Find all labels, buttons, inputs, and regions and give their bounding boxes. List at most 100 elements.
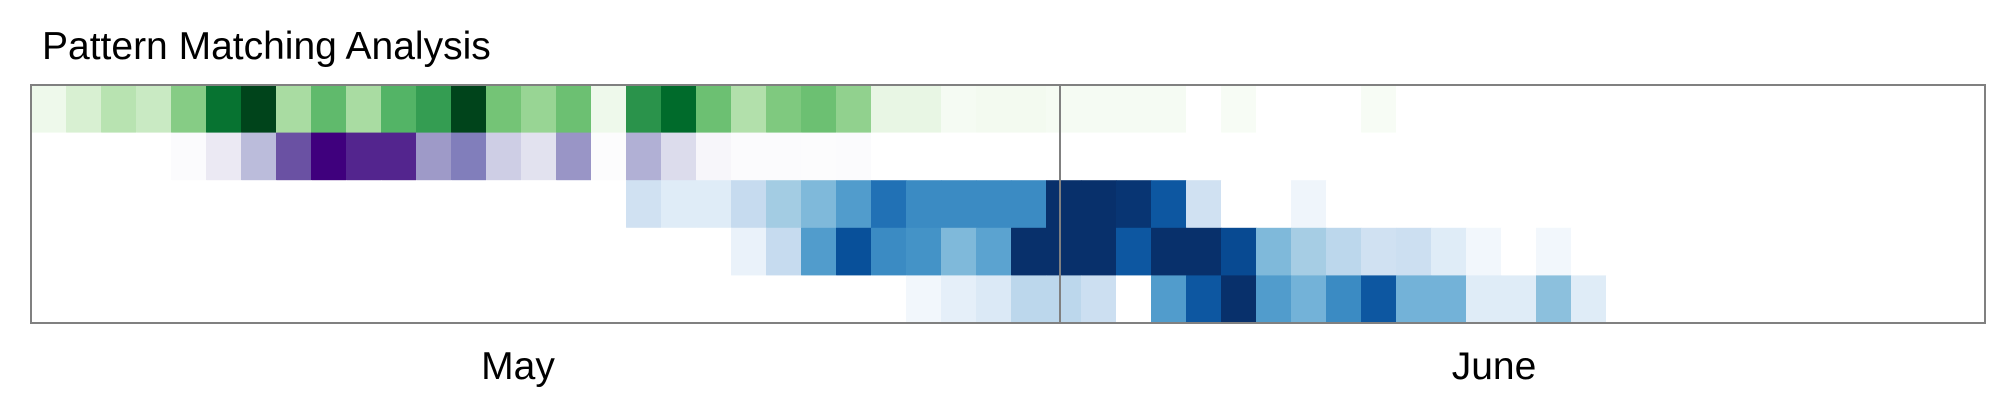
heatmap-cell — [346, 227, 382, 276]
heatmap-cell — [1256, 275, 1292, 324]
heatmap-cell — [1711, 227, 1747, 276]
heatmap-cell — [696, 132, 732, 181]
heatmap-cell — [1291, 275, 1327, 324]
heatmap-cell — [416, 85, 452, 134]
heatmap-cell — [1466, 85, 1502, 134]
heatmap-cell — [941, 275, 977, 324]
heatmap-cell — [276, 227, 312, 276]
heatmap-cell — [241, 227, 277, 276]
heatmap-cell — [1606, 275, 1642, 324]
heatmap-cell — [1536, 180, 1572, 229]
heatmap-cell — [381, 85, 417, 134]
heatmap-cell — [1431, 275, 1467, 324]
heatmap-cell — [556, 227, 592, 276]
heatmap-cell — [1326, 132, 1362, 181]
heatmap-cell — [1781, 85, 1817, 134]
heatmap-cell — [486, 227, 522, 276]
heatmap-cell — [1781, 180, 1817, 229]
heatmap-cell — [1921, 85, 1957, 134]
heatmap-cell — [451, 180, 487, 229]
heatmap-cell — [1081, 85, 1117, 134]
heatmap-cell — [591, 180, 627, 229]
heatmap-cell — [976, 132, 1012, 181]
heatmap-cell — [206, 227, 242, 276]
heatmap-cell — [1151, 275, 1187, 324]
heatmap-cell — [1326, 85, 1362, 134]
heatmap-cell — [31, 227, 67, 276]
heatmap-cell — [626, 227, 662, 276]
heatmap-cell — [626, 275, 662, 324]
heatmap-cell — [346, 275, 382, 324]
heatmap-cell — [1431, 132, 1467, 181]
heatmap-cell — [731, 227, 767, 276]
heatmap-cell — [1151, 180, 1187, 229]
heatmap-cell — [1221, 85, 1257, 134]
heatmap-cell — [66, 227, 102, 276]
chart-title: Pattern Matching Analysis — [42, 25, 491, 68]
heatmap-cell — [1816, 132, 1852, 181]
heatmap-cell — [1011, 227, 1047, 276]
heatmap-cell — [941, 85, 977, 134]
heatmap-cell — [1851, 85, 1887, 134]
heatmap-cell — [416, 132, 452, 181]
heatmap-cell — [311, 227, 347, 276]
heatmap-cell — [241, 180, 277, 229]
heatmap-cell — [1536, 227, 1572, 276]
heatmap-cell — [1641, 85, 1677, 134]
heatmap-cell — [276, 85, 312, 134]
heatmap-cell — [1396, 180, 1432, 229]
heatmap-cell — [871, 180, 907, 229]
heatmap-cell — [976, 227, 1012, 276]
heatmap-cell — [1851, 132, 1887, 181]
heatmap-cell — [1676, 180, 1712, 229]
heatmap-cell — [136, 275, 172, 324]
heatmap-cell — [1081, 132, 1117, 181]
heatmap-cell — [1361, 180, 1397, 229]
heatmap-cell — [731, 180, 767, 229]
heatmap-cell — [1956, 275, 1986, 324]
heatmap-cell — [1361, 275, 1397, 324]
heatmap-cell — [206, 85, 242, 134]
heatmap-cell — [521, 132, 557, 181]
heatmap-cell — [1641, 132, 1677, 181]
heatmap-cell — [101, 132, 137, 181]
heatmap-cell — [66, 132, 102, 181]
heatmap-cell — [451, 227, 487, 276]
heatmap-cell — [1501, 180, 1537, 229]
heatmap-cell — [1186, 275, 1222, 324]
heatmap-cell — [1466, 132, 1502, 181]
heatmap-cell — [66, 85, 102, 134]
heatmap-cell — [31, 85, 67, 134]
heatmap-cell — [381, 275, 417, 324]
heatmap-cell — [311, 85, 347, 134]
heatmap-cell — [1291, 85, 1327, 134]
heatmap-cell — [1361, 85, 1397, 134]
heatmap-cell — [416, 275, 452, 324]
heatmap-cell — [276, 180, 312, 229]
heatmap-cell — [1396, 132, 1432, 181]
heatmap-cell — [591, 275, 627, 324]
heatmap-cell — [731, 132, 767, 181]
heatmap-cell — [1361, 132, 1397, 181]
heatmap-cell — [731, 275, 767, 324]
heatmap-cell — [451, 85, 487, 134]
heatmap-cell — [1816, 275, 1852, 324]
heatmap-cell — [731, 85, 767, 134]
heatmap-cell — [1956, 180, 1986, 229]
heatmap-cell — [1641, 180, 1677, 229]
heatmap-cell — [1746, 132, 1782, 181]
heatmap-cell — [101, 180, 137, 229]
heatmap-cell — [1081, 180, 1117, 229]
heatmap-cell — [1396, 227, 1432, 276]
heatmap-cell — [486, 180, 522, 229]
heatmap-cell — [871, 132, 907, 181]
heatmap-cell — [1886, 132, 1922, 181]
heatmap-cell — [1221, 132, 1257, 181]
heatmap-cell — [1711, 180, 1747, 229]
heatmap-cell — [276, 132, 312, 181]
heatmap-cell — [556, 132, 592, 181]
heatmap-cell — [1081, 275, 1117, 324]
heatmap-cell — [626, 180, 662, 229]
heatmap-cell — [1676, 275, 1712, 324]
heatmap-cell — [1571, 180, 1607, 229]
